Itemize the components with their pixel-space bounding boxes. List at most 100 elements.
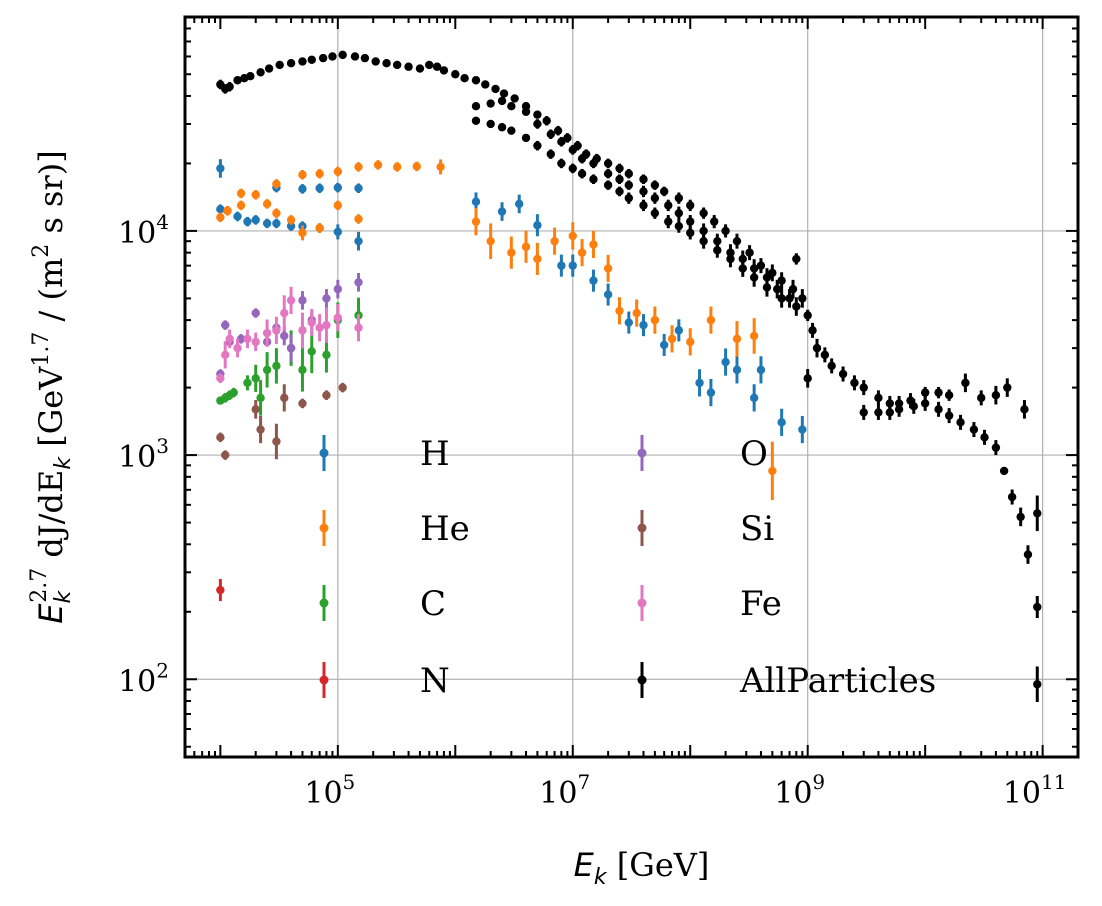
data-point: [272, 179, 281, 189]
marker: [225, 334, 234, 344]
marker: [333, 201, 343, 210]
data-point: [272, 423, 281, 460]
data-point: [756, 356, 766, 384]
marker: [280, 393, 289, 403]
marker: [713, 236, 722, 246]
marker: [262, 365, 272, 375]
marker: [961, 378, 970, 388]
data-point: [639, 185, 648, 198]
data-point: [615, 174, 624, 185]
marker: [650, 193, 660, 203]
marker: [286, 215, 296, 225]
data-point: [699, 233, 708, 249]
data-point: [577, 153, 587, 164]
data-point: [256, 380, 265, 416]
marker: [639, 201, 648, 210]
marker: [315, 184, 324, 193]
marker: [481, 80, 490, 89]
marker: [251, 337, 260, 347]
data-point: [674, 206, 684, 220]
marker: [920, 388, 930, 397]
data-point: [850, 375, 859, 391]
marker: [236, 201, 246, 210]
marker: [874, 393, 883, 403]
data-point: [726, 250, 735, 268]
data-point: [471, 116, 481, 125]
marker: [624, 169, 634, 178]
data-point: [615, 186, 624, 197]
legend-marker: [319, 675, 329, 685]
marker: [315, 223, 324, 233]
data-point: [969, 422, 979, 438]
data-point: [298, 57, 307, 66]
data-point: [603, 254, 613, 283]
data-point: [920, 386, 930, 399]
marker: [216, 585, 225, 595]
marker: [236, 189, 246, 198]
data-point: [497, 123, 507, 132]
legend-label: H: [420, 434, 450, 474]
marker: [533, 119, 542, 129]
marker: [706, 315, 716, 325]
data-point: [874, 404, 883, 420]
marker: [404, 62, 413, 71]
data-point: [624, 192, 634, 204]
marker: [624, 193, 634, 203]
data-point: [589, 158, 598, 169]
marker: [412, 162, 421, 171]
marker: [664, 217, 673, 226]
marker: [333, 284, 343, 294]
marker: [859, 408, 868, 417]
marker: [471, 76, 481, 85]
series-fe: [216, 286, 363, 384]
marker: [354, 214, 363, 224]
marker: [792, 254, 801, 264]
legend-item-he: He: [319, 509, 470, 549]
data-point: [515, 194, 524, 214]
marker: [328, 52, 337, 61]
data-point: [298, 291, 307, 310]
data-point: [510, 94, 519, 103]
marker: [699, 226, 708, 236]
data-point: [298, 170, 307, 180]
marker: [756, 261, 766, 270]
marker: [322, 390, 331, 400]
marker: [262, 328, 272, 338]
marker: [262, 219, 272, 228]
marker: [533, 110, 542, 119]
marker: [233, 76, 242, 85]
x-tick-label: 109: [774, 770, 825, 811]
data-point: [557, 254, 566, 277]
marker: [850, 378, 859, 388]
data-point: [223, 206, 232, 216]
marker: [315, 169, 324, 178]
marker: [533, 221, 542, 230]
marker: [460, 73, 469, 83]
marker: [894, 399, 904, 408]
data-point: [262, 218, 272, 229]
data-point: [603, 180, 613, 190]
legend-label: Si: [740, 509, 774, 549]
marker: [298, 57, 307, 66]
data-point: [659, 333, 669, 356]
data-point: [603, 158, 613, 169]
data-point: [497, 96, 507, 106]
marker: [272, 437, 281, 446]
data-point: [499, 89, 509, 98]
data-point: [471, 208, 481, 236]
data-point: [471, 76, 481, 85]
data-point: [533, 119, 542, 129]
marker: [486, 99, 495, 108]
marker: [471, 116, 481, 125]
marker: [827, 361, 836, 371]
marker: [792, 302, 801, 311]
marker: [272, 219, 281, 228]
marker: [699, 236, 708, 246]
data-point: [808, 322, 817, 338]
data-point: [980, 429, 989, 445]
data-point: [1033, 666, 1042, 703]
marker: [557, 159, 566, 168]
data-point: [286, 286, 296, 314]
marker: [674, 221, 684, 231]
